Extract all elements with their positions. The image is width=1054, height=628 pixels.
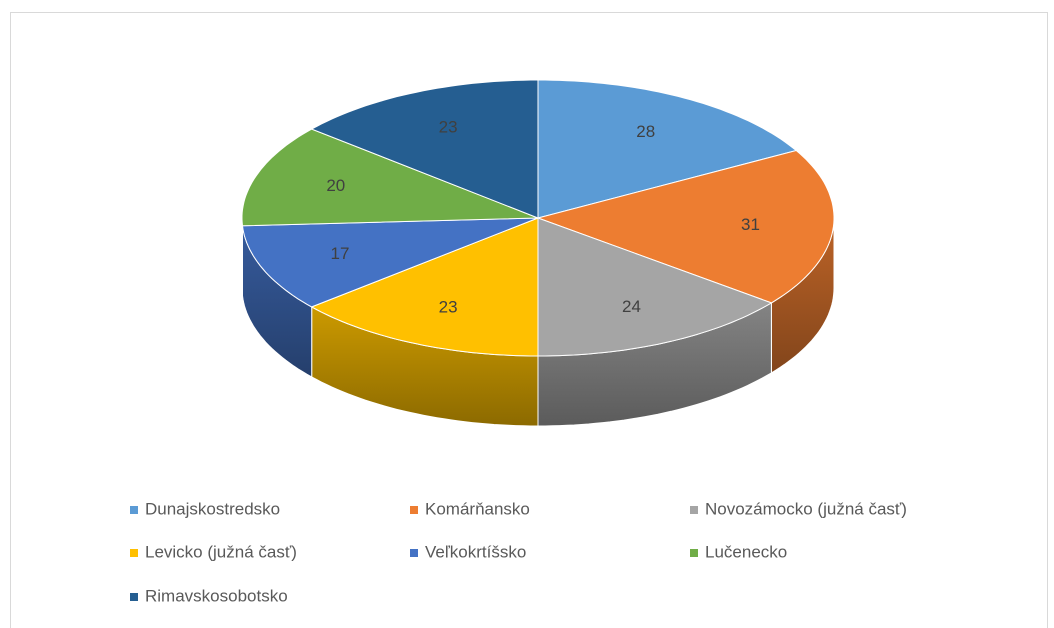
slice xyxy=(536,149,835,304)
legend-swatch xyxy=(410,506,418,514)
legend-label: Novozámocko (južná časť) xyxy=(705,499,907,518)
legend-label: Lučenecko xyxy=(705,542,787,561)
slice xyxy=(241,217,539,308)
data-label: 24 xyxy=(622,297,641,316)
data-label: 20 xyxy=(326,176,345,195)
data-label: 28 xyxy=(636,122,655,141)
slice xyxy=(537,217,773,357)
legend-label: Veľkokrtíšsko xyxy=(425,542,526,561)
legend-swatch xyxy=(130,593,138,601)
slice xyxy=(310,217,539,357)
legend-swatch xyxy=(690,506,698,514)
data-label: 31 xyxy=(741,215,760,234)
slice xyxy=(310,79,539,219)
legend-label: Komárňansko xyxy=(425,499,530,518)
legend-swatch xyxy=(690,549,698,557)
legend-label: Rimavskosobotsko xyxy=(145,586,288,605)
legend-label: Dunajskostredsko xyxy=(145,499,280,518)
data-label: 23 xyxy=(439,298,458,317)
legend-swatch xyxy=(410,549,418,557)
legend-swatch xyxy=(130,549,138,557)
legend-swatch xyxy=(130,506,138,514)
data-label: 17 xyxy=(331,244,350,263)
slice-side xyxy=(241,217,243,296)
slice xyxy=(241,128,539,227)
data-label: 23 xyxy=(439,117,458,136)
slice xyxy=(537,79,798,219)
legend-label: Levicko (južná časť) xyxy=(145,542,297,561)
